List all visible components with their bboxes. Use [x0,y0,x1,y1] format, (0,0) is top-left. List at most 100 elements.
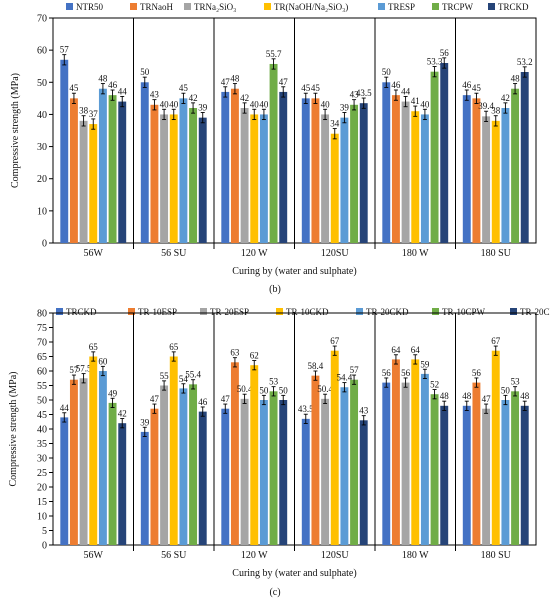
x-tick-label: 120SU [321,550,350,561]
y-tick-label: 15 [37,497,47,508]
data-label: 45 [179,83,189,93]
legend-swatch [432,3,439,10]
data-label: 47 [279,77,289,87]
data-label: 46 [108,80,118,90]
bar-tr-naoh-na-sio- [411,111,420,243]
legend-label: TRNaoH [140,2,173,12]
data-label: 48 [440,391,450,401]
bar-tr-10esp [311,375,320,545]
y-tick-label: 50 [37,396,47,407]
data-label: 55 [160,371,170,381]
legend-swatch [488,3,495,10]
legend-swatch [130,3,137,10]
data-label: 55.7 [266,49,282,59]
y-tick-label: 10 [37,206,47,217]
data-label: 40 [259,99,269,109]
bar-trna-sio- [482,116,491,243]
data-label: 45 [69,83,79,93]
bar-ntr50 [462,95,471,244]
data-label: 39 [340,103,350,113]
y-tick-label: 40 [37,110,47,121]
data-label: 38 [491,106,501,116]
data-label: 57 [60,45,70,55]
data-label: 43 [150,90,160,100]
data-label: 44 [60,403,70,413]
legend-label: TR-20ESP [210,307,249,317]
bar-tr-10ckd [491,350,500,545]
y-tick-label: 5 [42,526,47,537]
bar-trckd [221,408,230,545]
legend-label: TRESP [388,2,415,12]
chart-panel-1: NTR50 TRNaoH TRNa₂SiO₃ TR(NaOH/Na₂SiO₃) TRES… [10,2,537,295]
bar-tr-10ckd [250,365,259,545]
data-label: 56 [440,48,450,58]
bar-tr-20esp [401,382,410,545]
bar-tresp [340,117,349,243]
bar-trcpw [189,108,198,243]
y-tick-label: 55 [37,381,47,392]
bar-trckd [462,405,471,545]
panel-label: (b) [269,284,281,295]
data-label: 45 [301,83,311,93]
legend-label: TR-10CKD [286,307,329,317]
bar-trna-sio- [240,108,249,243]
data-label: 39 [140,417,150,427]
bar-tr-20esp [482,408,491,545]
data-label: 50 [382,67,392,77]
y-tick-label: 20 [37,483,47,494]
bar-trckd [198,117,207,243]
data-label: 64 [391,345,401,355]
legend-swatch [264,3,271,10]
data-label: 53 [269,377,279,387]
bar-ntr50 [60,59,69,244]
data-label: 56 [472,368,482,378]
data-label: 42 [240,93,249,103]
data-label: 59 [420,359,430,369]
data-label: 67 [330,336,340,346]
legend-swatch [66,3,73,10]
legend-swatch [276,308,283,315]
data-label: 39 [198,103,208,113]
data-label: 44 [118,86,128,96]
data-label: 42 [501,93,510,103]
bar-tr-20ckd [259,400,268,545]
bar-tr-naoh-na-sio- [330,133,339,243]
y-tick-label: 70 [37,14,47,25]
data-label: 48 [520,391,530,401]
bar-trckd [382,382,391,545]
y-tick-label: 65 [37,352,47,363]
data-label: 53.3 [427,57,443,67]
bar-tresp [259,114,268,243]
bar-tr-20ckd [340,387,349,545]
data-label: 42 [189,93,198,103]
bar-trcpw [511,88,520,243]
data-label: 47 [482,394,492,404]
data-label: 45 [472,83,482,93]
legend: TRCKD TR-10ESP TR-20ESP TR-10CKD TR-20CKD TR-… [56,307,550,317]
data-label: 54.4 [337,373,353,383]
data-label: 54 [179,374,189,384]
legend-label: TR(NaOH/Na₂SiO₃) [274,2,348,12]
data-label: 40 [420,99,430,109]
x-tick-label: 180 SU [481,248,512,259]
data-label: 50 [279,385,289,395]
data-label: 47 [221,394,231,404]
bar-ntr50 [301,98,310,243]
bar-trcpw [269,63,278,243]
x-axis-label: Curing by (water and sulphate) [232,266,356,277]
y-tick-label: 60 [37,367,47,378]
data-label: 41 [411,96,420,106]
y-tick-label: 75 [37,323,47,334]
legend-label: TRCPW [442,2,474,12]
data-label: 56 [382,368,392,378]
y-tick-label: 60 [37,46,47,57]
legend-label: TR-10CPW [442,307,486,317]
bar-trckd [279,91,288,243]
bar-tresp [501,108,510,243]
x-tick-label: 120SU [321,248,350,259]
y-tick-label: 0 [42,541,47,552]
legend-label: TR-20CKD [366,307,409,317]
bar-ntr50 [221,91,230,243]
bar-tresp [98,88,107,243]
legend-swatch [200,308,207,315]
